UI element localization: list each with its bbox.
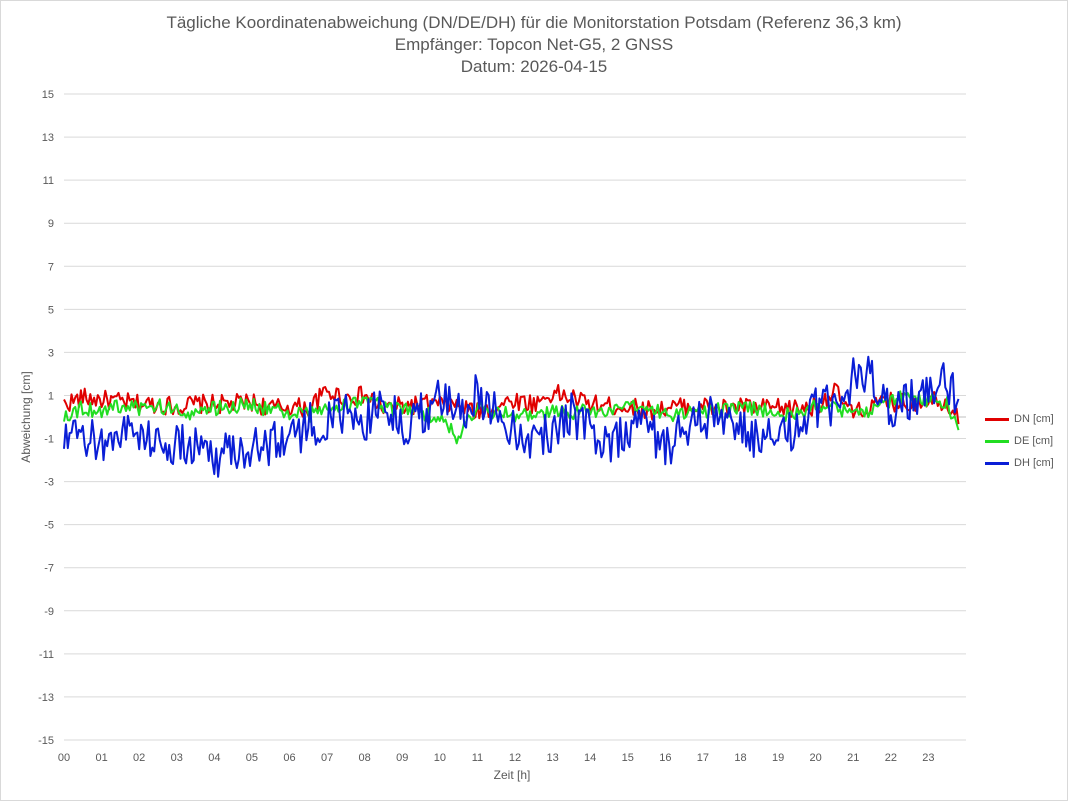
chart-title-line2: Empfänger: Topcon Net-G5, 2 GNSS bbox=[394, 35, 674, 54]
legend-swatch-dh bbox=[985, 461, 1009, 465]
y-axis-ticks: 15 13 11 9 7 5 3 1 -1 -3 -5 -7 -9 -11 -13 -15 bbox=[38, 89, 54, 747]
x-tick-label: 10 bbox=[434, 752, 446, 764]
x-tick-label: 19 bbox=[772, 752, 784, 764]
legend-swatch-dn bbox=[985, 417, 1009, 421]
x-tick-label: 12 bbox=[509, 752, 521, 764]
legend-item-dh: DH [cm] bbox=[985, 452, 1054, 474]
y-tick-label: 7 bbox=[48, 261, 54, 273]
y-axis-label: Abweichung [cm] bbox=[19, 371, 33, 462]
y-tick-label: 3 bbox=[48, 347, 54, 359]
legend-label-dh: DH [cm] bbox=[1014, 457, 1054, 469]
x-axis-ticks: 00 01 02 03 04 05 06 07 08 09 10 11 12 13 14 15 16 17 18 19… bbox=[58, 752, 935, 764]
y-tick-label: 9 bbox=[48, 218, 54, 230]
y-tick-label: -9 bbox=[44, 606, 54, 618]
chart-title: Tägliche Koordinatenabweichung (DN/DE/DH… bbox=[0, 12, 1068, 78]
legend-item-dn: DN [cm] bbox=[985, 408, 1054, 430]
y-tick-label: -13 bbox=[38, 692, 54, 704]
y-tick-label: -7 bbox=[44, 563, 54, 575]
x-tick-label: 23 bbox=[922, 752, 934, 764]
y-tick-label: -11 bbox=[39, 649, 54, 661]
y-tick-label: -3 bbox=[44, 477, 54, 489]
y-tick-label: -15 bbox=[38, 735, 54, 747]
x-tick-label: 05 bbox=[246, 752, 258, 764]
x-tick-label: 20 bbox=[810, 752, 822, 764]
series-line-dh bbox=[63, 355, 960, 478]
chart-title-line3: Datum: 2026-04-15 bbox=[460, 57, 608, 76]
y-tick-label: 1 bbox=[48, 390, 54, 402]
y-tick-label: -1 bbox=[44, 434, 54, 446]
legend-label-de: DE [cm] bbox=[1014, 435, 1054, 447]
chart-title-line1: Tägliche Koordinatenabweichung (DN/DE/DH… bbox=[166, 13, 902, 32]
grid bbox=[64, 93, 966, 741]
x-tick-label: 21 bbox=[847, 752, 859, 764]
x-tick-label: 13 bbox=[546, 752, 558, 764]
x-tick-label: 11 bbox=[472, 752, 483, 764]
x-axis-label: Zeit [h] bbox=[494, 768, 531, 782]
y-tick-label: 13 bbox=[42, 132, 54, 144]
y-tick-label: 15 bbox=[42, 89, 54, 101]
y-tick-label: 11 bbox=[43, 175, 54, 187]
x-tick-label: 08 bbox=[359, 752, 371, 764]
y-tick-label: 5 bbox=[48, 304, 54, 316]
legend-label-dn: DN [cm] bbox=[1014, 413, 1054, 425]
x-tick-label: 04 bbox=[208, 752, 220, 764]
x-tick-label: 06 bbox=[283, 752, 295, 764]
x-tick-label: 17 bbox=[697, 752, 709, 764]
x-tick-label: 18 bbox=[734, 752, 746, 764]
x-tick-label: 15 bbox=[622, 752, 634, 764]
x-tick-label: 16 bbox=[659, 752, 671, 764]
x-tick-label: 00 bbox=[58, 752, 70, 764]
legend: DN [cm] DE [cm] DH [cm] bbox=[985, 408, 1054, 474]
x-tick-label: 09 bbox=[396, 752, 408, 764]
x-tick-label: 07 bbox=[321, 752, 333, 764]
y-tick-label: -5 bbox=[44, 520, 54, 532]
x-tick-label: 14 bbox=[584, 752, 596, 764]
legend-item-de: DE [cm] bbox=[985, 430, 1054, 452]
series-lines bbox=[63, 355, 960, 478]
legend-swatch-de bbox=[985, 439, 1009, 443]
x-tick-label: 01 bbox=[95, 752, 107, 764]
x-tick-label: 22 bbox=[885, 752, 897, 764]
x-tick-label: 03 bbox=[171, 752, 183, 764]
x-tick-label: 02 bbox=[133, 752, 145, 764]
